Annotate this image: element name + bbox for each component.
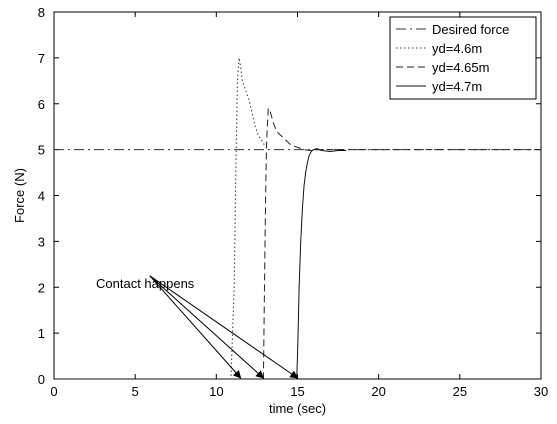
x-tick-label: 20 — [371, 384, 385, 399]
y-tick-label: 2 — [38, 280, 45, 295]
y-tick-label: 6 — [38, 97, 45, 112]
y-tick-label: 0 — [38, 372, 45, 387]
annotation-label: Contact happens — [96, 276, 195, 291]
x-tick-label: 25 — [453, 384, 467, 399]
x-tick-label: 5 — [132, 384, 139, 399]
y-tick-label: 7 — [38, 51, 45, 66]
annotation-arrow — [149, 275, 265, 379]
y-tick-label: 4 — [38, 189, 45, 204]
legend: Desired force yd=4.6m yd=4.65m yd=4.7m — [389, 16, 537, 100]
annotation-arrow — [149, 275, 299, 379]
legend-entry: yd=4.7m — [432, 79, 482, 94]
legend-entry: yd=4.65m — [432, 60, 489, 75]
legend-box — [389, 16, 537, 100]
x-tick-label: 10 — [209, 384, 223, 399]
y-tick-label: 3 — [38, 234, 45, 249]
legend-entry: Desired force — [432, 22, 509, 37]
series-layer — [54, 57, 541, 380]
x-axis-label: time (sec) — [269, 401, 326, 416]
annotation-arrow — [149, 275, 242, 379]
legend-entry: yd=4.6m — [432, 41, 482, 56]
axis-labels: time (sec) Force (N) — [12, 168, 326, 416]
y-tick-label: 5 — [38, 143, 45, 158]
y-tick-label: 1 — [38, 326, 45, 341]
x-tick-label: 30 — [534, 384, 548, 399]
x-tick-label: 15 — [290, 384, 304, 399]
y-axis-label: Force (N) — [12, 168, 27, 223]
x-tick-label: 0 — [50, 384, 57, 399]
series-line-3 — [54, 106, 541, 380]
series-line-4 — [54, 148, 347, 380]
annotation-layer: Contact happens — [96, 275, 299, 379]
y-tick-label: 8 — [38, 5, 45, 20]
